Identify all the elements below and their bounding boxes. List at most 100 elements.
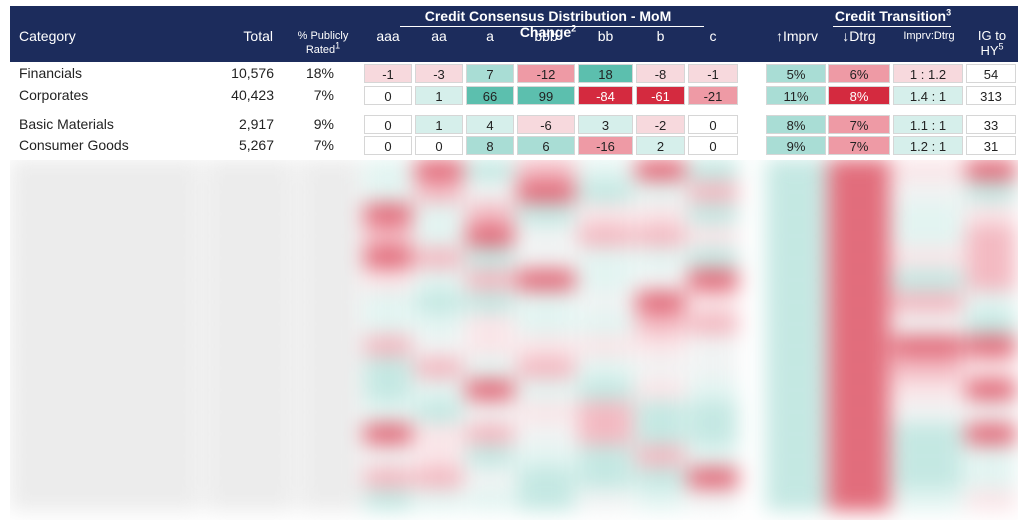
blurred-cell — [10, 490, 200, 510]
blurred-cell — [893, 424, 963, 444]
blurred-cell — [966, 248, 1016, 268]
blurred-cell — [10, 204, 200, 224]
row-category: Financials — [19, 65, 83, 81]
blurred-cell — [517, 248, 575, 268]
blurred-cell — [205, 182, 295, 202]
blurred-cell — [766, 402, 826, 422]
blurred-cell — [300, 270, 360, 290]
blurred-cell — [466, 446, 514, 466]
blurred-cell — [636, 380, 685, 400]
blurred-cell — [766, 314, 826, 334]
blurred-cell — [466, 182, 514, 202]
blurred-cell — [636, 314, 685, 334]
blurred-cell — [466, 160, 514, 180]
dist-cell-bb: 3 — [578, 115, 633, 134]
dist-cell-aaa: 0 — [364, 86, 412, 105]
blurred-cell — [364, 314, 412, 334]
blurred-cell — [466, 270, 514, 290]
dist-cell-aa: 1 — [415, 86, 463, 105]
blurred-cell — [893, 292, 963, 312]
blurred-cell — [364, 424, 412, 444]
blurred-cell — [466, 226, 514, 246]
blurred-cell — [415, 314, 463, 334]
ratio-cell: 1.1 : 1 — [893, 115, 963, 134]
blurred-cell — [893, 182, 963, 202]
dtrg-cell: 6% — [828, 64, 890, 83]
blurred-cell — [828, 490, 890, 510]
header-imprv: ↑Imprv — [776, 28, 818, 44]
dist-cell-aaa: 0 — [364, 115, 412, 134]
blurred-cell — [364, 204, 412, 224]
blurred-cell — [966, 358, 1016, 378]
blurred-cell — [578, 248, 633, 268]
header-dtrg: ↓Dtrg — [842, 28, 876, 44]
dist-cell-aa: -3 — [415, 64, 463, 83]
blurred-cell — [828, 248, 890, 268]
blurred-cell — [205, 446, 295, 466]
blurred-cell — [466, 292, 514, 312]
row-category: Corporates — [19, 87, 89, 103]
blurred-cell — [636, 226, 685, 246]
blurred-cell — [10, 336, 200, 356]
blurred-cell — [10, 182, 200, 202]
blurred-cell — [364, 380, 412, 400]
blurred-cell — [415, 402, 463, 422]
group-underline-1 — [400, 26, 704, 27]
blurred-cell — [415, 292, 463, 312]
dist-cell-b: -2 — [636, 115, 685, 134]
blurred-cell — [828, 446, 890, 466]
blurred-cell — [415, 270, 463, 290]
blurred-cell — [466, 248, 514, 268]
blurred-cell — [300, 160, 360, 180]
blurred-cell — [636, 358, 685, 378]
dtrg-cell: 7% — [828, 136, 890, 155]
row-pct-rated: 9% — [313, 116, 334, 132]
blurred-cell — [893, 490, 963, 510]
blurred-cell — [300, 490, 360, 510]
blurred-cell — [578, 292, 633, 312]
blurred-cell — [415, 358, 463, 378]
blurred-cell — [466, 204, 514, 224]
blurred-cell — [766, 182, 826, 202]
blurred-cell — [10, 358, 200, 378]
blurred-cell — [893, 226, 963, 246]
blurred-cell — [688, 226, 738, 246]
row-total: 10,576 — [231, 65, 274, 81]
blurred-cell — [688, 424, 738, 444]
ratio-cell: 1 : 1.2 — [893, 64, 963, 83]
blurred-cell — [300, 248, 360, 268]
blurred-cell — [300, 402, 360, 422]
blurred-cell — [205, 204, 295, 224]
blurred-cell — [636, 490, 685, 510]
blurred-cell — [578, 336, 633, 356]
dist-cell-a: 8 — [466, 136, 514, 155]
blurred-cell — [10, 292, 200, 312]
blurred-cell — [205, 336, 295, 356]
blurred-cell — [966, 446, 1016, 466]
blurred-cell — [636, 182, 685, 202]
blurred-cell — [517, 270, 575, 290]
header-total: Total — [243, 28, 273, 44]
blurred-cell — [636, 468, 685, 488]
blurred-cell — [10, 468, 200, 488]
blurred-cell — [688, 314, 738, 334]
blurred-cell — [415, 204, 463, 224]
blurred-cell — [415, 424, 463, 444]
blurred-cell — [636, 160, 685, 180]
blurred-cell — [517, 204, 575, 224]
blurred-cell — [636, 446, 685, 466]
header-col-aa: aa — [431, 28, 447, 44]
blurred-cell — [415, 446, 463, 466]
blurred-cell — [578, 204, 633, 224]
blurred-cell — [578, 358, 633, 378]
blurred-cell — [828, 336, 890, 356]
header-col-c: c — [709, 28, 717, 44]
dist-cell-c: 0 — [688, 115, 738, 134]
blurred-cell — [415, 380, 463, 400]
table-header — [10, 6, 1018, 62]
dist-cell-bbb: -12 — [517, 64, 575, 83]
blurred-cell — [578, 446, 633, 466]
blurred-cell — [466, 490, 514, 510]
blurred-cell — [766, 380, 826, 400]
blurred-cell — [10, 248, 200, 268]
